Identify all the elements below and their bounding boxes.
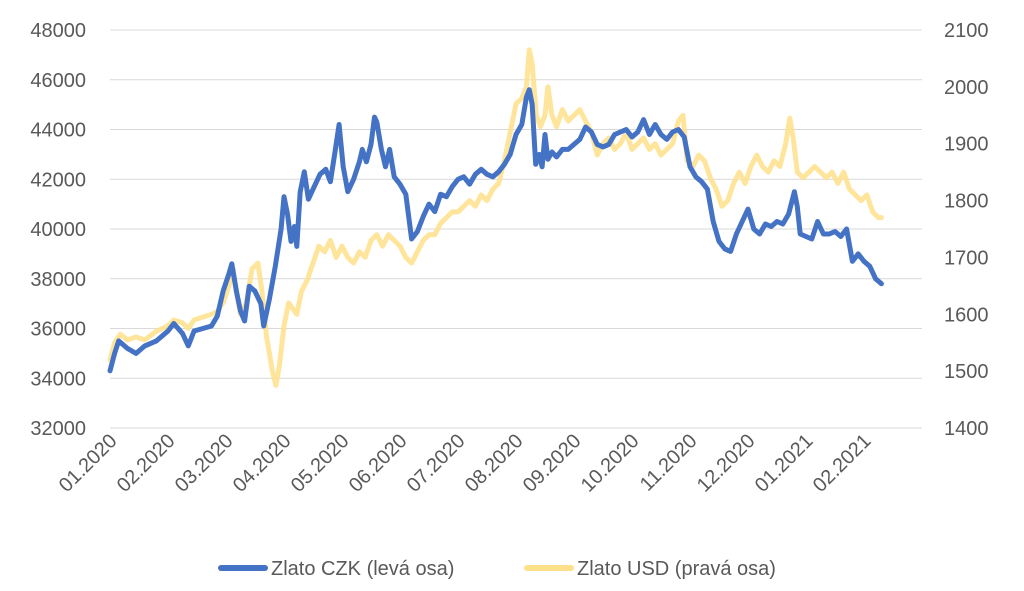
left-tick-label: 38000 [30,269,86,291]
right-tick-label: 1500 [944,361,989,383]
x-tick-label: 05.2020 [287,430,354,497]
right-tick-label: 1900 [944,134,989,156]
gridlines [110,29,922,379]
right-tick-label: 2000 [944,77,989,99]
left-tick-label: 40000 [30,219,86,241]
x-axis-tick-labels: 01.202002.202003.202004.202005.202006.20… [55,430,876,497]
x-tick-label: 01.2021 [751,430,818,497]
x-tick-label: 06.2020 [345,430,412,497]
x-tick-label: 08.2020 [461,430,528,497]
legend-label-usd: Zlato USD (pravá osa) [577,558,776,580]
right-tick-label: 1700 [944,247,989,269]
x-tick-label: 10.2020 [577,430,644,497]
x-tick-label: 02.2020 [113,430,180,497]
left-tick-label: 34000 [30,368,86,390]
left-tick-label: 32000 [30,418,86,440]
x-tick-label: 03.2020 [171,430,238,497]
x-tick-label: 07.2020 [403,430,470,497]
left-tick-label: 42000 [30,169,86,191]
left-axis-tick-labels: 32000 34000 36000 38000 40000 42000 44000 46000… [30,20,86,440]
x-tick-label: 02.2021 [809,430,876,497]
left-tick-label: 36000 [30,319,86,341]
right-tick-label: 1600 [944,304,989,326]
x-tick-label: 11.2020 [636,430,702,496]
legend: Zlato CZK (levá osa) Zlato USD (pravá os… [218,558,776,580]
series-line-usd [107,47,884,388]
x-tick-label: 04.2020 [229,430,296,497]
x-tick-label: 12.2020 [693,430,760,497]
right-tick-label: 2100 [944,20,989,42]
left-tick-label: 44000 [30,120,86,142]
left-tick-label: 48000 [30,20,86,42]
series-line-czk [107,87,884,374]
x-tick-label: 09.2020 [519,430,586,497]
plot-series [107,47,884,388]
legend-label-czk: Zlato CZK (levá osa) [271,558,454,580]
left-tick-label: 46000 [30,70,86,92]
right-axis-tick-labels: 1400 1500 1600 1700 1800 1900 2000 2100 [944,20,989,440]
right-tick-label: 1400 [944,418,989,440]
right-tick-label: 1800 [944,191,989,213]
